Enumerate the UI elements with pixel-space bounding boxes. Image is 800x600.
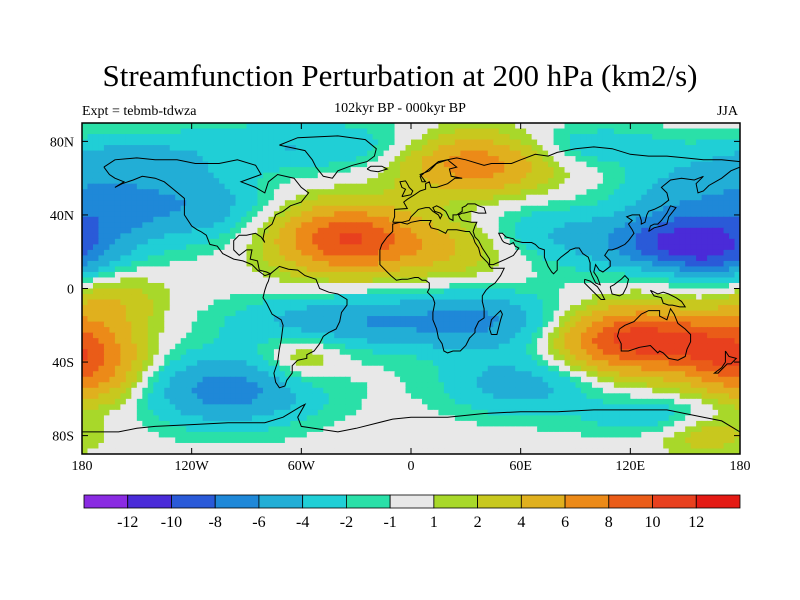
y-tick-label: 40S — [52, 356, 74, 371]
x-tick-label: 180 — [730, 459, 751, 474]
colorbar-box — [389, 494, 435, 509]
colorbar-label: 8 — [605, 514, 613, 531]
colorbar-box — [695, 494, 741, 509]
y-tick-label: 80S — [52, 430, 74, 445]
colorbar-box — [302, 494, 347, 509]
y-tick-label: 80N — [50, 135, 74, 150]
x-tick-label: 120E — [616, 459, 646, 474]
new-guinea-coast — [649, 289, 687, 308]
experiment-label: Expt = tebmb-tdwza — [82, 104, 197, 119]
colorbar-label: -12 — [117, 514, 138, 531]
south-america-coast — [262, 265, 348, 389]
madagascar-coast — [489, 309, 503, 335]
colorbar: -12 -10 -8 -6 -4 -2 -1 1 2 4 6 8 10 12 — [83, 494, 741, 531]
colorbar-box — [652, 494, 697, 509]
colorbar-box — [171, 494, 216, 509]
y-axis: 80N 40N 0 40S 80S — [50, 135, 740, 445]
coastlines — [82, 135, 740, 433]
north-america-coast — [103, 157, 310, 277]
colorbar-box — [214, 494, 260, 509]
colorbar-box — [433, 494, 479, 509]
greenland-coast — [279, 135, 377, 179]
streamfunction-field — [82, 123, 740, 454]
x-tick-label: 0 — [408, 459, 415, 474]
colorbar-label: -10 — [161, 514, 182, 531]
colorbar-label: 2 — [474, 514, 482, 531]
chart-subtitle: 102kyr BP - 000kyr BP — [334, 101, 466, 116]
borneo-coast — [609, 274, 630, 297]
colorbar-label: 4 — [517, 514, 525, 531]
colorbar-box — [345, 494, 391, 509]
season-label: JJA — [716, 104, 738, 119]
chart-title: Streamfunction Perturbation at 200 hPa (… — [102, 58, 698, 93]
colorbar-box — [608, 494, 653, 509]
eurasia-coast — [392, 146, 740, 286]
colorbar-box — [520, 494, 566, 509]
colorbar-box — [83, 494, 129, 509]
colorbar-label: -8 — [209, 514, 222, 531]
colorbar-label: 6 — [561, 514, 569, 531]
x-tick-label: 60W — [288, 459, 316, 474]
colorbar-label: -2 — [340, 514, 353, 531]
africa-coast — [379, 220, 506, 354]
australia-coast — [616, 307, 692, 361]
colorbar-box — [564, 494, 610, 509]
sumatra-coast — [584, 278, 606, 300]
colorbar-label: 10 — [645, 514, 661, 531]
nz-coast — [712, 350, 738, 374]
colorbar-label: -4 — [296, 514, 309, 531]
colorbar-label: -1 — [383, 514, 396, 531]
colorbar-box — [477, 494, 522, 509]
y-tick-label: 40N — [50, 209, 74, 224]
iceland-coast — [366, 165, 389, 173]
colorbar-box — [127, 494, 172, 509]
x-axis: 180 120W 60W 0 60E 120E 180 — [72, 123, 751, 474]
colorbar-box — [258, 494, 304, 509]
x-tick-label: 60E — [509, 459, 532, 474]
colorbar-label: 12 — [688, 514, 704, 531]
x-tick-label: 120W — [175, 459, 210, 474]
y-tick-label: 0 — [67, 283, 74, 298]
japan-coast — [648, 205, 677, 232]
colorbar-label: 1 — [430, 514, 438, 531]
x-tick-label: 180 — [72, 459, 93, 474]
uk-coast — [399, 180, 414, 198]
antarctica-coast — [82, 403, 740, 433]
colorbar-label: -6 — [252, 514, 265, 531]
